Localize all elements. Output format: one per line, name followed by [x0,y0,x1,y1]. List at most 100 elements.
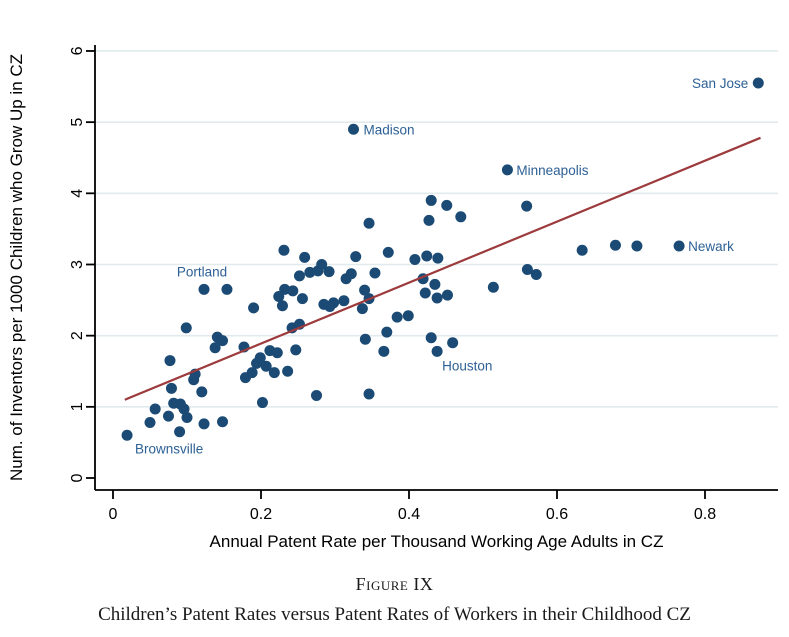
data-point [338,295,350,307]
data-point [421,250,433,262]
city-label-minneapolis: Minneapolis [516,163,588,178]
scatter-chart: 0 1 2 3 4 5 6 0 0.2 0.4 0.6 0.8 Annual Patent Rate p… [7,45,778,551]
y-tick-label: 2 [69,331,86,340]
data-point [299,251,311,263]
y-tick-label: 5 [69,118,86,127]
data-point [455,211,467,223]
x-axis-title: Annual Patent Rate per Thousand Working … [210,532,664,551]
data-point [188,374,200,386]
data-point [631,240,643,252]
data-point-newark [673,240,685,252]
y-tick-label: 6 [69,46,86,55]
data-point [363,217,375,229]
y-tick-label: 0 [69,473,86,482]
data-point-houston [431,345,443,357]
data-point [164,355,176,367]
data-point [441,199,453,211]
data-point [287,285,299,297]
data-point [278,244,290,256]
data-point [251,357,263,369]
data-point [304,266,316,278]
data-point [296,293,308,305]
x-tick-label: 0.8 [694,506,716,523]
data-point [324,300,336,312]
data-point [180,322,192,334]
data-point [369,267,381,279]
data-point [217,335,229,347]
y-axis-title: Num. of Inventors per 1000 Children who … [7,54,26,481]
data-point [323,266,335,278]
data-point-portland [198,283,210,295]
data-point [178,403,190,415]
data-point [431,292,443,304]
city-label-san-jose: San Jose [692,76,748,91]
data-point [276,300,288,312]
data-point [423,214,435,226]
figure-number: Figure IX [355,574,434,594]
data-point [217,416,229,428]
data-point [391,311,403,323]
data-point-san-jose [752,77,764,89]
data-point [359,284,371,296]
data-point [530,268,542,280]
data-point [359,333,371,345]
data-point [163,410,174,422]
x-tick-label: 0 [109,506,118,523]
data-point [165,382,177,394]
x-tick-label: 0.4 [398,506,420,523]
city-label-madison: Madison [364,122,415,137]
data-point [260,360,272,372]
data-point [221,283,233,295]
data-point [268,367,280,379]
data-point [246,367,258,379]
city-label-newark: Newark [688,239,734,254]
data-point [290,344,302,356]
data-point [425,194,437,206]
city-label-brownsville: Brownsville [135,441,203,456]
y-tick-label: 4 [69,189,86,198]
data-point [198,418,210,430]
data-point [282,365,294,377]
data-point [350,251,362,263]
data-point [345,268,357,280]
data-point [429,278,441,290]
data-point [487,281,499,293]
data-point [363,388,375,400]
data-point-brownsville [121,429,133,441]
y-tick-label: 3 [69,260,86,269]
data-point [378,345,390,357]
data-point [409,254,421,266]
data-point-minneapolis [501,164,513,176]
data-point [432,252,444,264]
x-tick-label: 0.6 [546,506,568,523]
data-point [356,303,368,315]
figure-caption: Children’s Patent Rates versus Patent Ra… [98,604,691,625]
data-point [174,426,186,438]
data-point [382,246,394,258]
data-point [425,332,437,344]
data-point [576,244,588,256]
data-point [149,403,161,415]
data-point [144,416,156,428]
data-point [256,397,268,409]
data-point [521,200,533,212]
y-tick-label: 1 [69,402,86,411]
data-point [248,302,260,314]
data-point [196,386,208,398]
data-point [402,310,414,322]
trend-line [124,136,761,401]
city-label-houston: Houston [442,358,492,373]
data-point [441,289,453,301]
data-point [293,270,305,282]
data-point [419,287,431,299]
data-point [381,326,393,338]
data-point [181,412,193,424]
data-point [273,291,285,303]
data-point [312,265,324,277]
data-point [609,239,621,251]
city-label-portland: Portland [177,264,227,279]
data-point [521,263,533,275]
x-tick-label: 0.2 [250,506,272,523]
data-point-madison [348,123,359,135]
